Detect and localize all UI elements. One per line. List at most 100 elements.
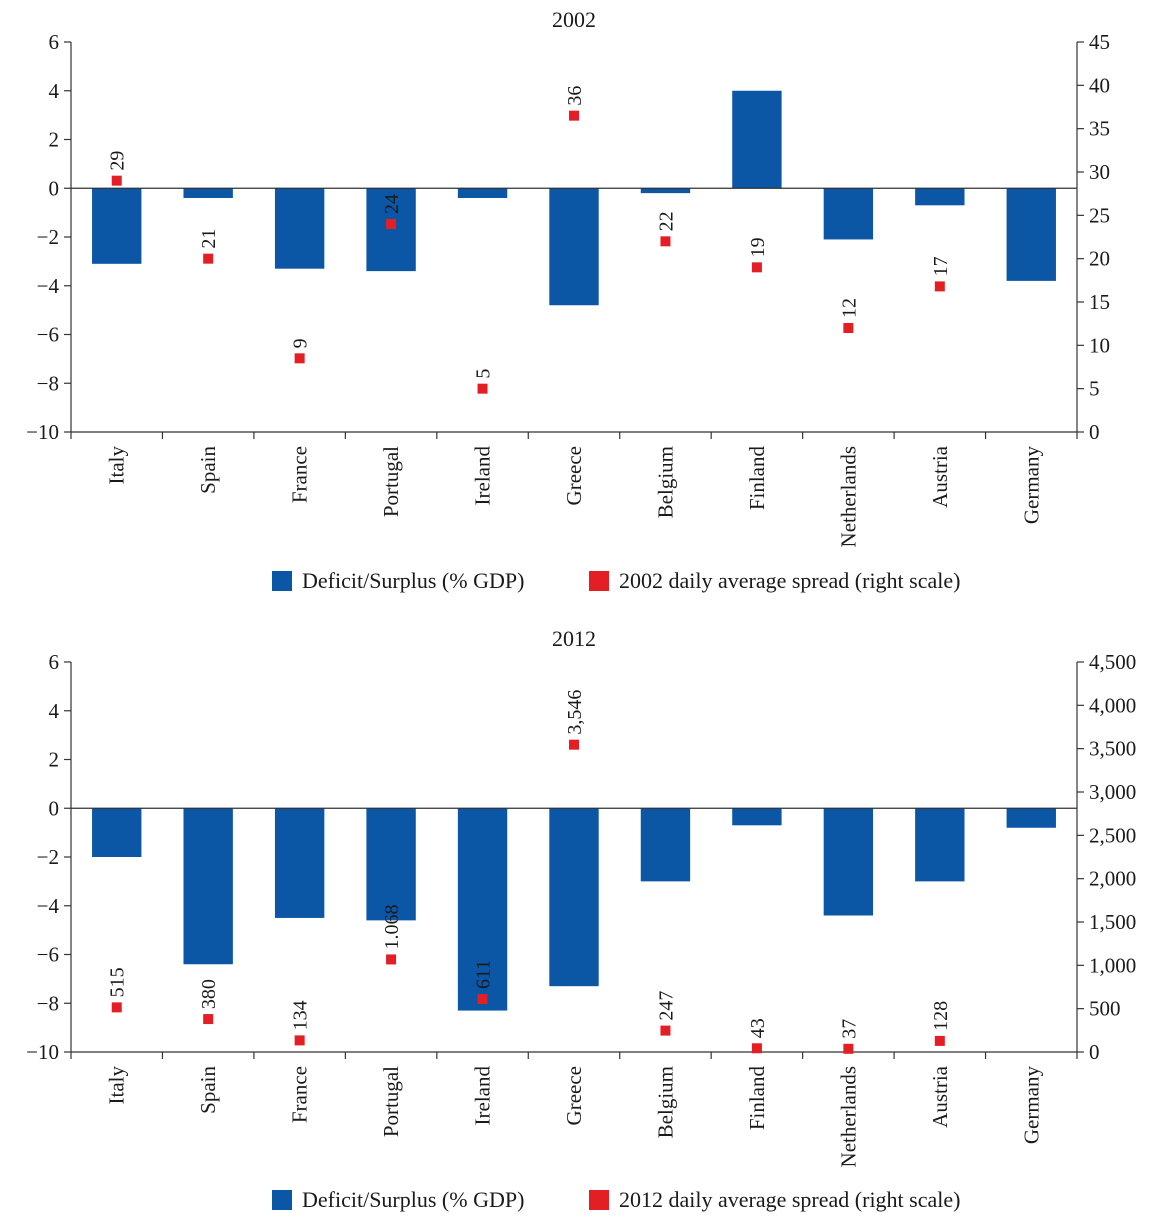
chart1-bar-ireland — [457, 188, 508, 198]
chart2-bar-portugal — [366, 808, 416, 921]
chart1-spread-point-finland — [751, 262, 762, 273]
chart1-left-tick-label: 2 — [49, 128, 60, 152]
chart1-category-label-portugal: Portugal — [379, 446, 403, 517]
chart2-right-tick-label: 1,500 — [1089, 910, 1136, 934]
chart1-legend-swatch-spread — [589, 571, 609, 591]
chart2-spread-label-ireland: 611 — [473, 960, 495, 989]
chart2-spread-point-spain — [203, 1014, 214, 1025]
chart1-legend-label-spread: 2002 daily average spread (right scale) — [619, 568, 960, 593]
chart1-spread-label-netherlands: 12 — [838, 298, 860, 318]
chart2-right-tick-label: 1,000 — [1089, 953, 1136, 977]
chart2-bar-netherlands — [823, 808, 874, 916]
chart1-left-tick-label: 6 — [49, 30, 60, 54]
chart1-left-tick-label: −10 — [26, 420, 59, 444]
chart1-title: 2002 — [552, 7, 596, 32]
chart1-left-tick-label: −6 — [37, 323, 59, 347]
chart1-legend-label-bars: Deficit/Surplus (% GDP) — [302, 568, 524, 593]
chart1-right-tick-label: 10 — [1089, 333, 1110, 357]
chart2-spread-point-ireland — [477, 994, 488, 1005]
chart1-spread-point-portugal — [386, 219, 397, 229]
chart2-bar-greece — [549, 808, 599, 987]
chart2-right-tick-label: 3,500 — [1089, 737, 1136, 761]
chart2-spread-point-finland — [751, 1043, 762, 1054]
chart1-spread-label-belgium: 22 — [655, 211, 677, 231]
chart2-bar-germany — [1006, 808, 1056, 828]
chart2-category-label-france: France — [288, 1066, 312, 1123]
chart1-spread-point-belgium — [660, 236, 671, 247]
chart2-spread-label-netherlands: 37 — [838, 1019, 860, 1039]
chart1-spread-point-italy — [111, 175, 122, 186]
chart1-right-tick-label: 30 — [1089, 160, 1110, 184]
chart1-spread-label-france: 9 — [290, 338, 312, 348]
chart2-left-tick-label: −8 — [37, 991, 59, 1015]
chart1-spread-point-austria — [934, 281, 945, 292]
chart1-spread-point-greece — [569, 110, 579, 121]
chart1-bar-portugal — [366, 188, 416, 272]
chart1-spread-point-ireland — [477, 383, 488, 394]
chart2-left-tick-label: −10 — [26, 1040, 59, 1064]
chart2-right-tick-label: 0 — [1089, 1040, 1100, 1064]
chart2-category-label-belgium: Belgium — [653, 1066, 677, 1138]
chart2-right-tick-label: 4,000 — [1089, 693, 1136, 717]
chart2-spread-point-austria — [934, 1035, 945, 1046]
chart2-left-tick-label: 4 — [49, 699, 60, 723]
chart2-legend-swatch-bars — [272, 1190, 292, 1210]
chart1-right-tick-label: 5 — [1089, 377, 1100, 401]
chart2-bar-france — [274, 808, 325, 918]
chart2-spread-point-italy — [111, 1002, 122, 1013]
chart2-spread-point-netherlands — [843, 1043, 854, 1054]
chart1-bar-austria — [915, 188, 965, 206]
chart2-bar-belgium — [640, 808, 691, 882]
chart2-category-label-italy: Italy — [105, 1066, 129, 1105]
chart2-legend-swatch-spread — [589, 1190, 609, 1210]
chart2-legend-label-bars: Deficit/Surplus (% GDP) — [302, 1187, 524, 1212]
chart1-bar-germany — [1006, 188, 1056, 281]
chart1-spread-label-austria: 17 — [930, 256, 952, 276]
chart2-spread-label-italy: 515 — [107, 967, 129, 997]
chart1-right-tick-label: 40 — [1089, 73, 1110, 97]
chart1-category-label-finland: Finland — [745, 446, 769, 511]
chart2-legend-label-spread: 2012 daily average spread (right scale) — [619, 1187, 960, 1212]
chart1-right-tick-label: 35 — [1089, 117, 1110, 141]
chart2-spread-label-spain: 380 — [198, 979, 220, 1009]
chart2-title: 2012 — [552, 626, 596, 651]
chart2-category-label-netherlands: Netherlands — [836, 1066, 860, 1167]
chart1-spread-label-ireland: 5 — [473, 369, 495, 379]
chart2-bar-austria — [915, 808, 965, 882]
chart1-right-tick-label: 20 — [1089, 247, 1110, 271]
chart1-bar-greece — [549, 188, 599, 306]
chart1-left-tick-label: −2 — [37, 225, 59, 249]
chart1-bar-italy — [92, 188, 142, 264]
chart1-bar-spain — [183, 188, 233, 198]
chart2-spread-label-portugal: 1.068 — [381, 904, 403, 949]
chart2-category-label-spain: Spain — [196, 1066, 220, 1114]
chart1-legend-swatch-bars — [272, 571, 292, 591]
chart1-category-label-austria: Austria — [928, 445, 952, 508]
chart1-right-tick-label: 0 — [1089, 420, 1100, 444]
chart1-bar-netherlands — [823, 188, 874, 240]
chart2-spread-label-france: 134 — [290, 1000, 312, 1030]
chart1-category-label-france: France — [288, 446, 312, 503]
chart1-left-tick-label: −4 — [37, 274, 60, 298]
chart1-right-tick-label: 45 — [1089, 30, 1110, 54]
chart1-category-label-netherlands: Netherlands — [836, 446, 860, 547]
chart2-spread-label-finland: 43 — [747, 1018, 769, 1038]
chart2-right-tick-label: 2,000 — [1089, 867, 1136, 891]
chart2-bar-spain — [183, 808, 233, 965]
chart1-category-label-germany: Germany — [1019, 446, 1043, 525]
chart1-right-tick-label: 15 — [1089, 290, 1110, 314]
chart1-left-tick-label: −8 — [37, 371, 59, 395]
chart1-spread-point-france — [294, 353, 305, 364]
chart1-bar-finland — [732, 90, 782, 189]
chart2-category-label-portugal: Portugal — [379, 1066, 403, 1137]
chart1-left-tick-label: 0 — [49, 176, 60, 200]
chart2-spread-label-belgium: 247 — [655, 991, 677, 1021]
chart2-spread-label-austria: 128 — [930, 1001, 952, 1031]
chart1-spread-point-spain — [203, 253, 214, 264]
chart1-category-label-belgium: Belgium — [653, 446, 677, 518]
chart2-category-label-greece: Greece — [562, 1066, 586, 1125]
chart2-left-tick-label: 0 — [49, 796, 60, 820]
chart2-category-label-finland: Finland — [745, 1066, 769, 1131]
